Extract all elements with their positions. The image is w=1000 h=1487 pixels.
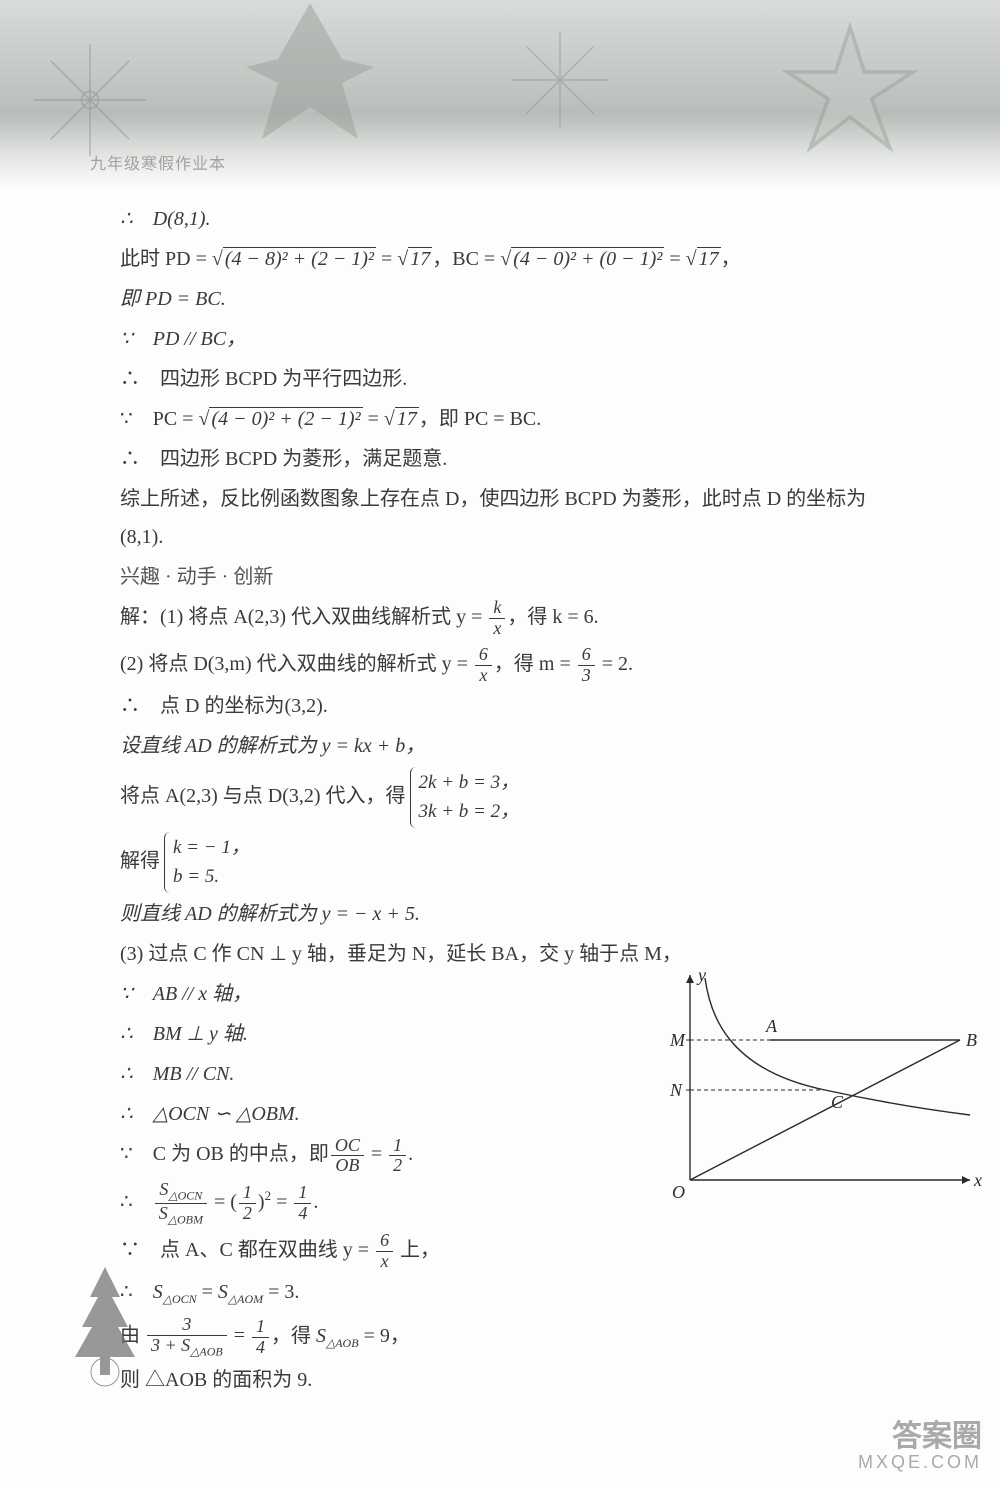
svg-text:O: O <box>672 1182 685 1202</box>
line-solve-s: 由 33 + S△AOB = 14，得 S△AOB = 9， <box>120 1315 880 1359</box>
geometry-figure: Ox y M N A B C <box>650 960 990 1220</box>
line-rhombus: ∴ 四边形 BCPD 为菱形，满足题意. <box>120 440 880 478</box>
line-on-curve: ∵ 点 A、C 都在双曲线 y = 6x 上， <box>120 1231 880 1272</box>
header-banner: 九年级寒假作业本 <box>0 0 1000 190</box>
line-d-point: ∴ D(8,1). <box>120 200 880 238</box>
line-pd-parallel: ∵ PD // BC， <box>120 320 880 358</box>
line-pd-eq-bc: 即 PD = BC. <box>120 280 880 318</box>
svg-text:M: M <box>669 1030 686 1050</box>
svg-text:B: B <box>966 1030 977 1050</box>
section-heading: 兴趣 · 动手 · 创新 <box>120 558 880 596</box>
footer-ornament <box>60 1257 150 1387</box>
line-s-eq: ∴ S△OCN = S△AOM = 3. <box>120 1273 880 1311</box>
line-part1: 解：(1) 将点 A(2,3) 代入双曲线解析式 y = kx，得 k = 6. <box>120 598 880 639</box>
svg-text:C: C <box>831 1092 844 1112</box>
svg-text:A: A <box>765 1016 778 1036</box>
line-pc-calc: ∵ PC = √(4 − 0)² + (2 − 1)² = √17，即 PC =… <box>120 400 880 438</box>
svg-text:x: x <box>973 1170 982 1190</box>
line-set-ad: 设直线 AD 的解析式为 y = kx + b， <box>120 727 880 765</box>
line-parallelogram: ∴ 四边形 BCPD 为平行四边形. <box>120 360 880 398</box>
line-ad-eq: 则直线 AD 的解析式为 y = − x + 5. <box>120 895 880 933</box>
line-part2-sub: (2) 将点 D(3,m) 代入双曲线的解析式 y = 6x，得 m = 63 … <box>120 645 880 686</box>
watermark: 答案圈 MXQE.COM <box>858 1420 982 1473</box>
solution-body: ∴ D(8,1). 此时 PD = √(4 − 8)² + (2 − 1)² =… <box>120 200 880 1401</box>
line-pd-calc: 此时 PD = √(4 − 8)² + (2 − 1)² = √17，BC = … <box>120 240 880 278</box>
svg-text:y: y <box>696 965 706 985</box>
line-conclusion-1: 综上所述，反比例函数图象上存在点 D，使四边形 BCPD 为菱形，此时点 D 的… <box>120 480 880 556</box>
line-system-1: 将点 A(2,3) 与点 D(3,2) 代入，得2k + b = 3，3k + … <box>120 767 880 828</box>
svg-text:N: N <box>669 1080 683 1100</box>
header-label: 九年级寒假作业本 <box>90 150 226 180</box>
line-final: 则 △AOB 的面积为 9. <box>120 1361 880 1399</box>
line-system-solve: 解得k = − 1，b = 5. <box>120 832 880 893</box>
line-d-coord: ∴ 点 D 的坐标为(3,2). <box>120 687 880 725</box>
